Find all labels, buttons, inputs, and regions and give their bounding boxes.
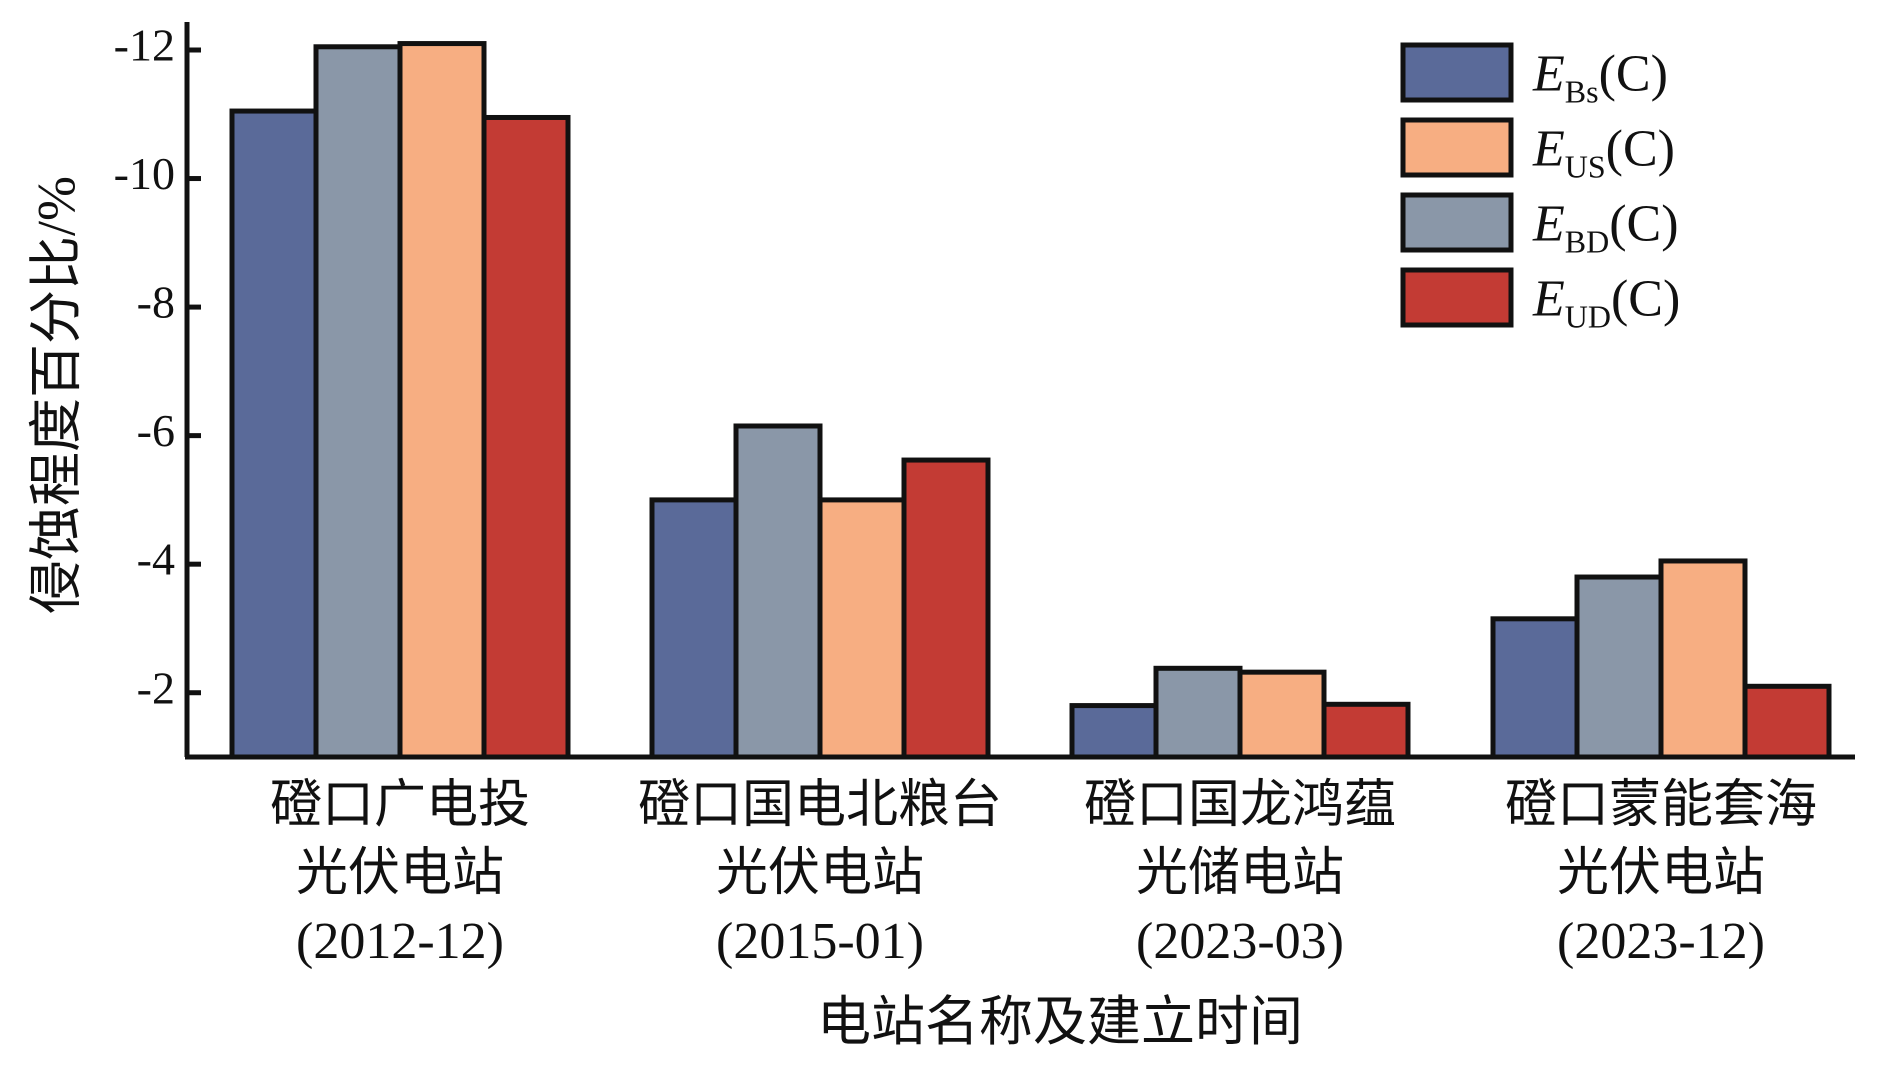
legend-swatch-EBD bbox=[1400, 192, 1514, 253]
bar-EBs-2 bbox=[649, 497, 739, 760]
y-tick-label: -6 bbox=[137, 405, 175, 456]
legend-swatch-EUD bbox=[1400, 267, 1514, 328]
x-category-label: 磴口国电北粮台 bbox=[638, 777, 1002, 834]
x-category-label: 光储电站 bbox=[1136, 845, 1344, 902]
legend-label-EUs: EUS(C) bbox=[1532, 121, 1675, 185]
x-axis-title: 电站名称及建立时间 bbox=[817, 992, 1303, 1052]
x-category-label: 磴口国龙鸿蕴 bbox=[1084, 777, 1396, 834]
legend-label-EUD: EUD(C) bbox=[1532, 271, 1680, 335]
axes-layer bbox=[184, 22, 1855, 760]
x-category-label: 光伏电站 bbox=[716, 845, 924, 902]
x-category-label: 光伏电站 bbox=[296, 845, 504, 902]
y-tick-label: -10 bbox=[114, 148, 175, 199]
legend-swatch-EBs bbox=[1400, 42, 1514, 103]
legend-swatch-EUs bbox=[1400, 117, 1514, 178]
y-tick-label: -2 bbox=[137, 662, 175, 713]
y-tick-label: -4 bbox=[137, 534, 175, 585]
bar-EUs-1 bbox=[397, 41, 487, 760]
bars-layer bbox=[229, 41, 1832, 760]
y-ticks: -2 -4 -6 -8 -10 -12 bbox=[114, 20, 201, 713]
y-tick-label: -12 bbox=[114, 20, 175, 71]
bar-EBs-4 bbox=[1490, 616, 1580, 760]
bar-EUD-3 bbox=[1321, 701, 1411, 760]
legend: EBs(C) EUS(C) EBD(C) EUD(C) bbox=[1400, 42, 1680, 335]
bar-EUD-2 bbox=[901, 457, 991, 760]
y-axis-title: 侵蚀程度百分比/% bbox=[26, 176, 86, 614]
x-category-label: 光伏电站 bbox=[1557, 845, 1765, 902]
bar-EBs-3 bbox=[1069, 703, 1159, 760]
bar-EUs-4 bbox=[1658, 558, 1748, 760]
y-tick-label: -8 bbox=[137, 277, 175, 328]
bar-EBD-1 bbox=[313, 44, 403, 760]
x-category-label: (2023-12) bbox=[1557, 913, 1765, 970]
bar-EBs-1 bbox=[229, 108, 319, 760]
x-category-label: 磴口广电投 bbox=[270, 777, 530, 834]
x-category-label: (2023-03) bbox=[1136, 913, 1344, 970]
bar-EBD-4 bbox=[1574, 574, 1664, 760]
bar-EUD-4 bbox=[1742, 683, 1832, 760]
legend-label-EBD: EBD(C) bbox=[1532, 196, 1679, 260]
bar-EUs-2 bbox=[817, 497, 907, 760]
x-category-label: (2015-01) bbox=[716, 913, 924, 970]
x-category-labels: 磴口广电投光伏电站(2012-12)磴口国电北粮台光伏电站(2015-01)磴口… bbox=[270, 777, 1817, 970]
bar-EUD-1 bbox=[481, 114, 571, 760]
bar-EBD-2 bbox=[733, 423, 823, 760]
x-category-label: 磴口蒙能套海 bbox=[1505, 777, 1817, 834]
bar-EUs-3 bbox=[1237, 669, 1327, 760]
x-category-label: (2012-12) bbox=[296, 913, 504, 970]
legend-label-EBs: EBs(C) bbox=[1532, 46, 1668, 110]
bar-EBD-3 bbox=[1153, 665, 1243, 760]
